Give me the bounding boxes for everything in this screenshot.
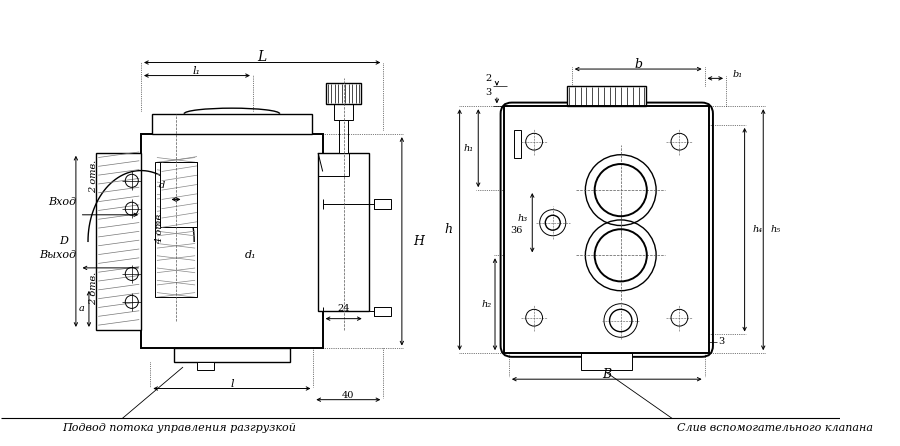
Bar	[159, 162, 197, 227]
Bar	[504, 106, 709, 353]
Bar	[581, 353, 633, 370]
Text: Подвод потока управления разгрузкой: Подвод потока управления разгрузкой	[62, 423, 296, 433]
Text: Слив вспомогательного клапана: Слив вспомогательного клапана	[677, 423, 873, 433]
Text: h₅: h₅	[770, 225, 781, 234]
Text: d₁: d₁	[245, 250, 256, 260]
Text: h₃: h₃	[518, 214, 527, 223]
Text: h₄: h₄	[752, 225, 762, 234]
Bar	[155, 162, 197, 297]
Bar	[141, 134, 323, 348]
Bar	[567, 86, 646, 106]
Bar	[96, 153, 141, 330]
Text: Вход: Вход	[48, 197, 76, 207]
Text: 40: 40	[342, 391, 355, 400]
Text: l₁: l₁	[193, 66, 201, 76]
Bar	[318, 153, 369, 311]
Text: 2 отв.: 2 отв.	[89, 160, 98, 193]
Text: l: l	[230, 379, 234, 389]
Text: 36: 36	[510, 226, 523, 235]
Text: a: a	[78, 304, 85, 314]
Text: 2: 2	[485, 74, 491, 83]
Bar	[334, 103, 353, 120]
Text: L: L	[257, 50, 266, 64]
Text: H: H	[413, 235, 424, 248]
Bar	[514, 130, 521, 157]
Bar	[339, 120, 348, 153]
Bar	[374, 306, 391, 316]
Text: B: B	[602, 368, 611, 381]
Text: b: b	[634, 58, 643, 71]
Text: d: d	[158, 181, 165, 190]
Text: 24: 24	[338, 304, 350, 313]
Text: 4 отв.: 4 отв.	[155, 211, 164, 244]
Bar	[152, 114, 311, 134]
FancyBboxPatch shape	[500, 103, 713, 357]
Text: 3: 3	[485, 88, 491, 97]
Text: 2 отв.: 2 отв.	[89, 271, 98, 305]
Text: D: D	[59, 236, 68, 246]
Text: h: h	[445, 223, 452, 236]
Text: b₁: b₁	[733, 70, 742, 79]
Bar	[326, 83, 362, 103]
Bar	[374, 199, 391, 209]
Text: h₁: h₁	[464, 144, 473, 153]
Bar	[174, 348, 290, 363]
Bar	[197, 363, 213, 370]
Text: 3: 3	[718, 338, 724, 347]
Text: h₂: h₂	[482, 300, 491, 309]
Text: Выход: Выход	[39, 251, 76, 260]
